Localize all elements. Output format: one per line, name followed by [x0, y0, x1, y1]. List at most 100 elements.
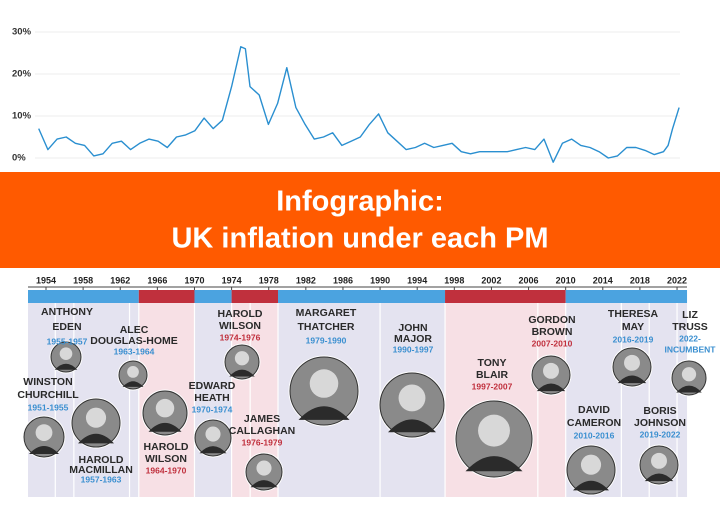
pm-name: THATCHER: [298, 321, 355, 333]
portrait-body: [465, 456, 523, 472]
year-label: 1962: [110, 275, 130, 285]
y-tick-label: 20%: [12, 69, 32, 80]
portrait-body: [388, 419, 436, 433]
pm-name: ALEC: [120, 324, 149, 336]
portrait-body: [199, 446, 227, 454]
year-label: 2006: [519, 275, 539, 285]
portrait-head: [398, 384, 426, 412]
portrait-head: [681, 367, 697, 382]
pm-years: 1976-1979: [242, 437, 283, 447]
pm-name: EDEN: [52, 321, 81, 333]
portrait-head: [256, 460, 272, 476]
portrait-body: [148, 422, 182, 432]
timeline: 1954 1958 1962 1966 1970 1974 1978 1982 1986 1990…: [28, 275, 687, 497]
portrait-body: [676, 385, 702, 393]
pm-years: 1990-1997: [393, 344, 434, 354]
portrait-head: [478, 414, 510, 447]
prime-ministers: ANTHONY EDEN 1955-1957 ALECDOUGLAS-HOME1963…: [17, 306, 716, 496]
pm-name: MAJOR: [394, 333, 432, 345]
pm-years: 1964-1970: [146, 465, 187, 475]
pm-name: EDWARD: [189, 380, 236, 392]
pm-name: GORDON: [528, 314, 575, 326]
pm-name: HEATH: [194, 392, 229, 404]
pm-name: HAROLD: [218, 308, 263, 320]
portrait-body: [250, 480, 278, 488]
inflation-chart: 0% 10% 20% 30%: [12, 27, 680, 164]
pm-years: 2019-2022: [640, 429, 681, 439]
pm-years: 2010-2016: [574, 430, 615, 440]
pm-name: LIZ: [682, 309, 698, 321]
pm-name: JOHNSON: [634, 417, 686, 429]
pm-years: 1963-1964: [114, 346, 155, 356]
party-bar: [445, 290, 566, 303]
year-label: 2014: [593, 275, 613, 285]
portrait-head: [234, 351, 250, 366]
era-shade: [28, 303, 139, 497]
pm-name: JAMES: [244, 413, 280, 425]
pm-years: 1957-1963: [81, 474, 122, 484]
banner: [0, 172, 720, 268]
pm-years: 2022-: [679, 333, 701, 343]
pm-name: WILSON: [219, 320, 261, 332]
banner-title: Infographic:: [276, 186, 444, 218]
portrait-body: [229, 369, 255, 377]
pm-name: BORIS: [643, 405, 676, 417]
party-bar: [565, 290, 688, 303]
pm-years: 1997-2007: [472, 381, 513, 391]
pm-name: TONY: [478, 357, 507, 369]
portrait-head: [580, 454, 602, 475]
era-shade: [194, 303, 232, 497]
pm-years: 1951-1955: [28, 402, 69, 412]
pm-name: THERESA: [608, 308, 659, 320]
party-bar: [28, 290, 139, 303]
year-label: 1978: [259, 275, 279, 285]
portrait-head: [127, 366, 139, 378]
pm-years: 2007-2010: [532, 338, 573, 348]
year-label: 1974: [222, 275, 242, 285]
party-bar: [231, 290, 278, 303]
portrait-body: [617, 375, 647, 384]
banner-title: UK inflation under each PM: [171, 223, 548, 255]
pm-name: BROWN: [532, 326, 573, 338]
party-bar: [138, 290, 195, 303]
portrait-body: [644, 473, 674, 482]
pm-name: MACMILLAN: [69, 464, 133, 476]
portrait-head: [35, 424, 53, 441]
portrait-head: [155, 398, 175, 418]
pm-name: DOUGLAS-HOME: [90, 335, 178, 347]
pm-name: HAROLD: [144, 441, 189, 453]
pm-years: 1955-1957: [47, 336, 88, 346]
year-label: 2010: [556, 275, 576, 285]
year-label: 1998: [444, 275, 464, 285]
pm-name: WILSON: [145, 453, 187, 465]
pm-years: 1970-1974: [192, 404, 233, 414]
year-label: 1986: [333, 275, 353, 285]
pm-name: JOHN: [398, 322, 427, 334]
portrait-body: [536, 383, 566, 392]
pm-name: MAY: [622, 321, 644, 333]
year-label: 1990: [370, 275, 390, 285]
pm-status: INCUMBENT: [665, 344, 717, 354]
pm-name: CAMERON: [567, 417, 621, 429]
y-tick-label: 0%: [12, 153, 26, 164]
y-tick-label: 30%: [12, 27, 32, 38]
pm-name: CHURCHILL: [17, 389, 79, 401]
portrait-head: [205, 426, 221, 442]
year-label: 2018: [630, 275, 650, 285]
year-label: 1970: [184, 275, 204, 285]
pm-name: MARGARET: [296, 307, 357, 319]
portrait-head: [543, 362, 559, 379]
portrait-body: [298, 406, 350, 420]
party-bar: [278, 290, 446, 303]
portrait-body: [78, 433, 114, 444]
party-bar: [194, 290, 232, 303]
inflation-line: [38, 46, 680, 163]
year-label: 2002: [481, 275, 501, 285]
portrait-head: [651, 452, 667, 469]
pm-name: WINSTON: [23, 376, 72, 388]
portrait-body: [54, 363, 78, 370]
pm-name: ANTHONY: [41, 306, 93, 318]
pm-name: HAROLD: [79, 454, 124, 466]
